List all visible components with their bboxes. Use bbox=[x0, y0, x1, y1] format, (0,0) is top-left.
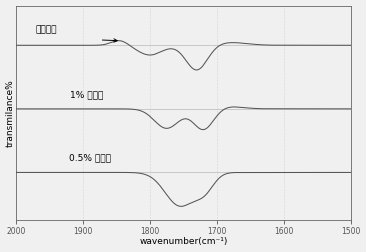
Y-axis label: transmilance%: transmilance% bbox=[5, 79, 15, 147]
Text: 1% 添加量: 1% 添加量 bbox=[70, 90, 103, 99]
X-axis label: wavenumber(cm⁻¹): wavenumber(cm⁻¹) bbox=[139, 237, 228, 246]
Text: 0.5% 添加量: 0.5% 添加量 bbox=[68, 153, 111, 163]
Text: 空白树脂: 空白树脂 bbox=[36, 25, 57, 34]
